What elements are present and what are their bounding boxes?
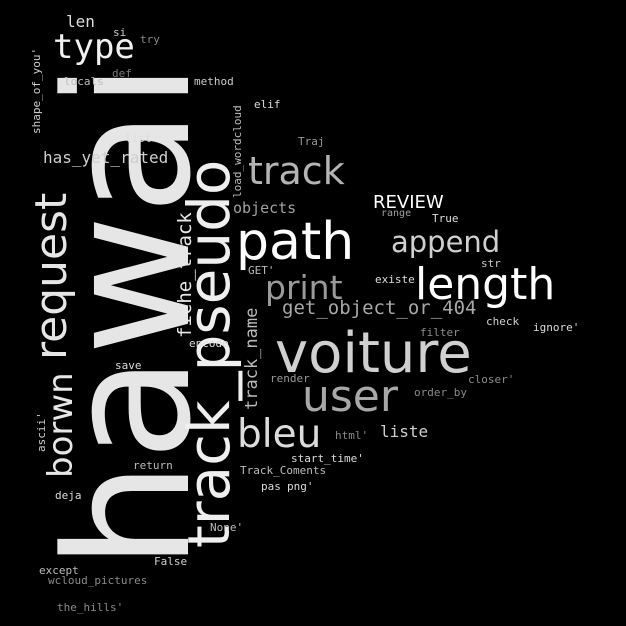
- word-def: def: [112, 67, 132, 80]
- word-borwn: borwn: [41, 372, 81, 478]
- word-review: REVIEW: [373, 192, 444, 213]
- word-false: False: [154, 555, 188, 568]
- word-except: except: [39, 564, 79, 577]
- word-track-name: track_name: [242, 307, 262, 410]
- word-voiture: voiture: [275, 321, 472, 386]
- word-get: GET': [248, 264, 275, 277]
- word-filter: filter: [420, 326, 460, 339]
- word-locals: locals: [64, 75, 104, 88]
- word-print: print: [265, 268, 343, 307]
- word-shape-of-you: shape_of_you': [30, 47, 43, 134]
- word-range: range: [381, 208, 412, 219]
- word-order-by: order_by: [414, 386, 467, 399]
- word-pas: pas: [261, 480, 281, 493]
- word-length: length: [415, 259, 556, 310]
- word-existe: existe: [375, 273, 415, 286]
- word-path: path: [236, 212, 355, 272]
- word-the-hills: the_hills': [57, 601, 124, 614]
- word-closer: closer': [468, 373, 515, 386]
- word-html: html': [335, 429, 369, 442]
- word-png: png': [287, 480, 314, 493]
- word-track: track: [248, 149, 345, 193]
- word-type: type: [53, 27, 135, 67]
- word-traj: Traj: [298, 135, 325, 148]
- word-append: append: [391, 225, 501, 259]
- word-elif: elif: [254, 98, 281, 111]
- word-has-yet-rated: has_yet_rated: [43, 148, 169, 167]
- word-save: save: [115, 359, 142, 372]
- word-user: user: [302, 371, 398, 422]
- word-get-object-or-404: get_object_or_404: [282, 297, 477, 319]
- word-fiche-track: fiche_track: [174, 212, 196, 338]
- word-liste: liste: [380, 422, 429, 441]
- word-method: method: [194, 75, 234, 88]
- word-si: si: [113, 26, 127, 39]
- word-request: request: [26, 192, 77, 360]
- word-objects: objects: [233, 199, 297, 217]
- word-none: None': [210, 521, 244, 534]
- word-start-time: start_time': [291, 452, 364, 465]
- word-ignore: ignore': [533, 321, 580, 334]
- word-wcloud-pictures: wcloud_pictures: [48, 574, 148, 587]
- word-return: return: [133, 459, 173, 472]
- word-check: check: [486, 315, 520, 328]
- word-try: try: [140, 33, 160, 46]
- word-len: len: [66, 12, 95, 31]
- word-ascii: ascii': [35, 412, 48, 452]
- word-str: str: [481, 257, 501, 270]
- word-load-wordcloud: load_wordcloud: [231, 105, 244, 198]
- word-encode: encode: [189, 337, 229, 350]
- word-true: True: [432, 212, 459, 225]
- word-render: render: [270, 372, 310, 385]
- word-track-coments: Track_Coments: [240, 464, 327, 477]
- word-list: list: [125, 132, 152, 145]
- word-deja: deja: [55, 489, 82, 502]
- word-bleu: bleu: [237, 412, 322, 457]
